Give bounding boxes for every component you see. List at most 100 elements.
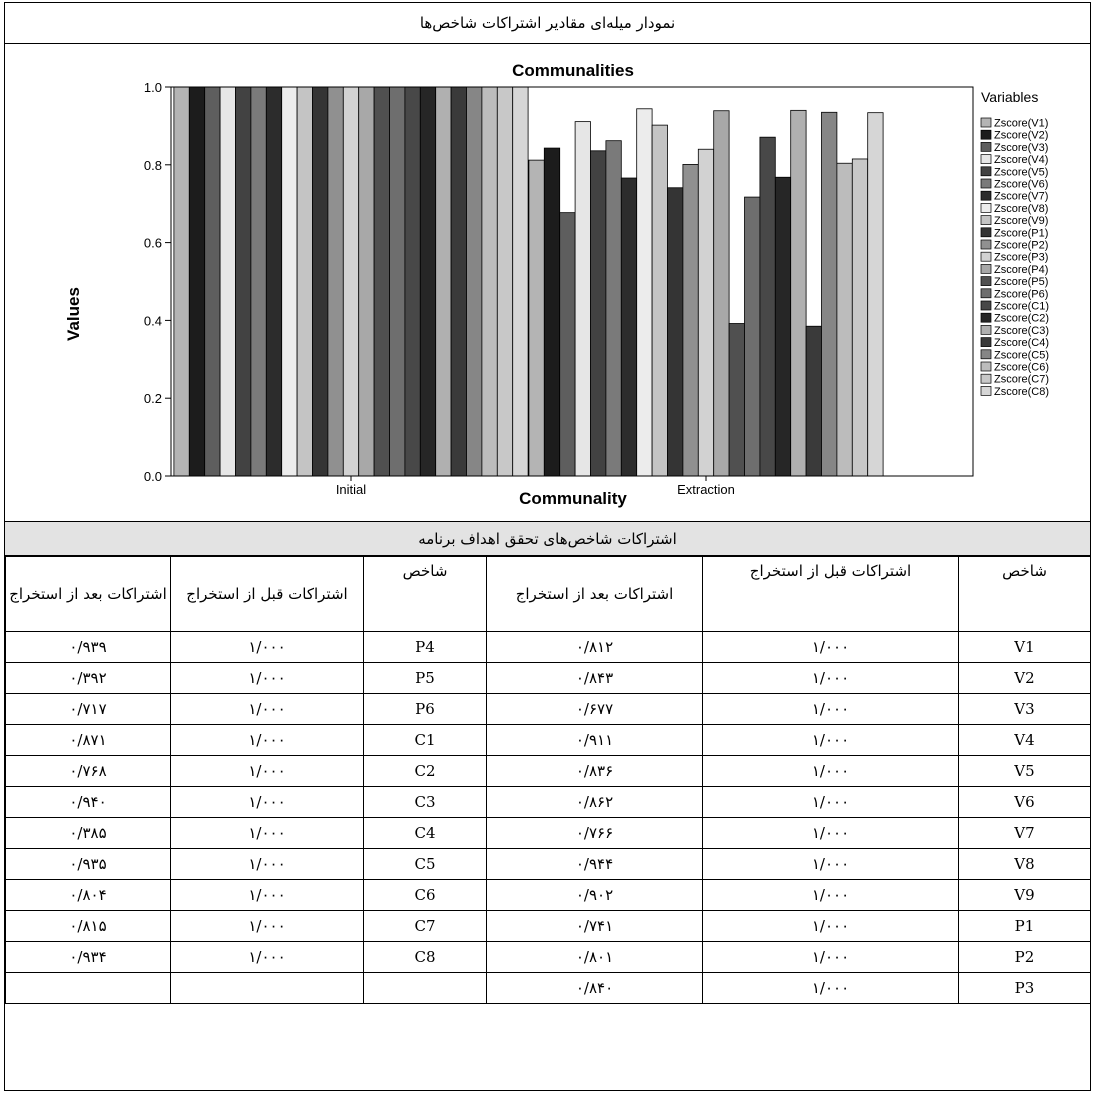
cell-after: ۰/۹۳۴ xyxy=(5,941,171,973)
cell-after: ۰/۷۶۸ xyxy=(5,755,171,787)
header-before-right: اشتراکات قبل از استخراج xyxy=(702,556,959,632)
cell-after: ۰/۳۸۵ xyxy=(5,817,171,849)
legend-label: Zscore(P6) xyxy=(994,288,1048,300)
table-row: ۰/۷۶۸ ۱/۰۰۰ C2 ۰/۸۳۶ ۱/۰۰۰ V5 xyxy=(5,755,1091,787)
legend-label: Zscore(V2) xyxy=(994,130,1048,142)
bar-initial-zscorep3 xyxy=(342,86,360,477)
bar-initial-zscorec7 xyxy=(496,86,514,477)
table-caption: اشتراکات شاخص‌های تحقق اهداف برنامه xyxy=(5,521,1090,556)
legend-swatch xyxy=(980,361,992,372)
cell-after: ۰/۳۹۲ xyxy=(5,662,171,694)
legend-swatch xyxy=(980,325,992,335)
bar-initial-zscorep2 xyxy=(327,86,344,477)
header-after-left: اشتراکات بعد از استخراج xyxy=(5,556,171,632)
bar-extraction-zscorec2 xyxy=(774,176,792,477)
legend-label: Zscore(V9) xyxy=(994,215,1048,227)
cell-index: V9 xyxy=(958,879,1091,911)
bar-extraction-zscorep4 xyxy=(713,110,730,477)
cell-before: ۱/۰۰۰ xyxy=(170,724,364,756)
bar-extraction-zscorec7 xyxy=(851,158,869,477)
legend-swatch xyxy=(980,373,992,384)
cell-before: ۱/۰۰۰ xyxy=(170,693,364,725)
cell-before: ۱/۰۰۰ xyxy=(702,972,959,1004)
legend-swatch xyxy=(980,312,992,323)
cell-index: P4 xyxy=(363,631,487,663)
bar-initial-zscorec2 xyxy=(419,86,437,477)
bar-initial-zscorev2 xyxy=(188,86,206,477)
bar-extraction-zscorep6 xyxy=(744,196,761,477)
legend-label: Zscore(C8) xyxy=(994,386,1049,398)
cell-after: ۰/۸۷۱ xyxy=(5,724,171,756)
header-index-left: شاخص xyxy=(363,556,487,632)
cell-index: P5 xyxy=(363,662,487,694)
cell-index: V7 xyxy=(958,817,1091,849)
cell-index: V4 xyxy=(958,724,1091,756)
legend-swatch xyxy=(980,276,992,286)
bar-initial-zscorep5 xyxy=(373,86,390,477)
legend-label: Zscore(C6) xyxy=(994,362,1049,374)
cell-before: ۱/۰۰۰ xyxy=(170,817,364,849)
bar-extraction-zscorev3 xyxy=(559,212,576,477)
bar-initial-zscorev8 xyxy=(281,86,298,477)
table-row: ۰/۹۴۰ ۱/۰۰۰ C3 ۰/۸۶۲ ۱/۰۰۰ V6 xyxy=(5,786,1091,818)
legend-swatch xyxy=(980,239,992,250)
plot-area xyxy=(170,86,974,477)
chart-caption: نمودار میله‌ای مقادیر اشتراکات شاخص‌ها xyxy=(5,3,1090,44)
bar-extraction-zscorev8 xyxy=(636,108,653,477)
bar-initial-zscorep6 xyxy=(389,86,406,477)
y-tick-label: 0.8 xyxy=(144,158,162,173)
bar-initial-zscorev1 xyxy=(173,86,190,477)
bar-initial-zscorec1 xyxy=(404,86,421,477)
bar-extraction-zscorev1 xyxy=(528,159,545,477)
legend-label: Zscore(C4) xyxy=(994,337,1049,349)
cell-before: ۱/۰۰۰ xyxy=(170,941,364,973)
cell-after: ۰/۸۶۲ xyxy=(486,786,703,818)
bar-initial-zscorep4 xyxy=(358,86,375,477)
table-row: ۰/۹۳۹ ۱/۰۰۰ P4 ۰/۸۱۲ ۱/۰۰۰ V1 xyxy=(5,631,1091,663)
cell-index: C4 xyxy=(363,817,487,849)
legend-label: Zscore(V6) xyxy=(994,179,1048,191)
legend-label: Zscore(V4) xyxy=(994,154,1048,166)
cell-before: ۱/۰۰۰ xyxy=(702,879,959,911)
table-row: ۰/۹۳۵ ۱/۰۰۰ C5 ۰/۹۴۴ ۱/۰۰۰ V8 xyxy=(5,848,1091,880)
y-tick-label: 0.4 xyxy=(144,313,162,328)
table-row: ۰/۸۰۴ ۱/۰۰۰ C6 ۰/۹۰۲ ۱/۰۰۰ V9 xyxy=(5,879,1091,911)
cell-before: ۱/۰۰۰ xyxy=(702,817,959,849)
cell-index: P6 xyxy=(363,693,487,725)
cell-index: V3 xyxy=(958,693,1091,725)
legend-swatch xyxy=(980,349,992,360)
communalities-chart: 0.0 0.2 0.4 0.6 0.8 1.0 Initial Extraction Zsco… xyxy=(64,61,1049,508)
cell-index xyxy=(363,972,487,1004)
cell-index: C3 xyxy=(363,786,487,818)
y-tick-label: 0.2 xyxy=(144,391,162,406)
bar-extraction-zscorep2 xyxy=(682,164,699,477)
cell-after: ۰/۸۱۲ xyxy=(486,631,703,663)
bar-initial-zscorev9 xyxy=(296,86,313,477)
legend-label: Zscore(C7) xyxy=(994,374,1049,386)
cell-index: V2 xyxy=(958,662,1091,694)
bar-extraction-zscorep3 xyxy=(697,148,715,477)
header-index-right: شاخص xyxy=(958,556,1091,632)
bar-initial-zscorec4 xyxy=(450,86,467,477)
legend-swatch xyxy=(980,203,992,213)
cell-before: ۱/۰۰۰ xyxy=(702,941,959,973)
table-row: ۰/۸۴۰ ۱/۰۰۰ P3 xyxy=(5,972,1091,1004)
legend-title: Variables xyxy=(981,89,1038,105)
cell-after: ۰/۸۱۵ xyxy=(5,910,171,942)
table-row: ۰/۹۳۴ ۱/۰۰۰ C8 ۰/۸۰۱ ۱/۰۰۰ P2 xyxy=(5,941,1091,973)
table-header-row: اشتراکات بعد از استخراج اشتراکات قبل از … xyxy=(5,556,1091,632)
cell-before: ۱/۰۰۰ xyxy=(170,631,364,663)
cell-index: P1 xyxy=(958,910,1091,942)
legend-label: Zscore(C2) xyxy=(994,313,1049,325)
bar-initial-zscorev4 xyxy=(219,86,236,477)
legend-swatch xyxy=(980,264,992,274)
legend-swatch xyxy=(980,129,992,140)
bar-initial-zscorec5 xyxy=(466,86,483,477)
legend-label: Zscore(P5) xyxy=(994,276,1048,288)
cell-before: ۱/۰۰۰ xyxy=(170,786,364,818)
legend-swatch xyxy=(980,227,992,238)
x-tick-label: Initial xyxy=(336,482,366,497)
bar-extraction-zscorep5 xyxy=(728,323,745,477)
cell-after: ۰/۶۷۷ xyxy=(486,693,703,725)
y-tick-label: 0.0 xyxy=(144,469,162,484)
